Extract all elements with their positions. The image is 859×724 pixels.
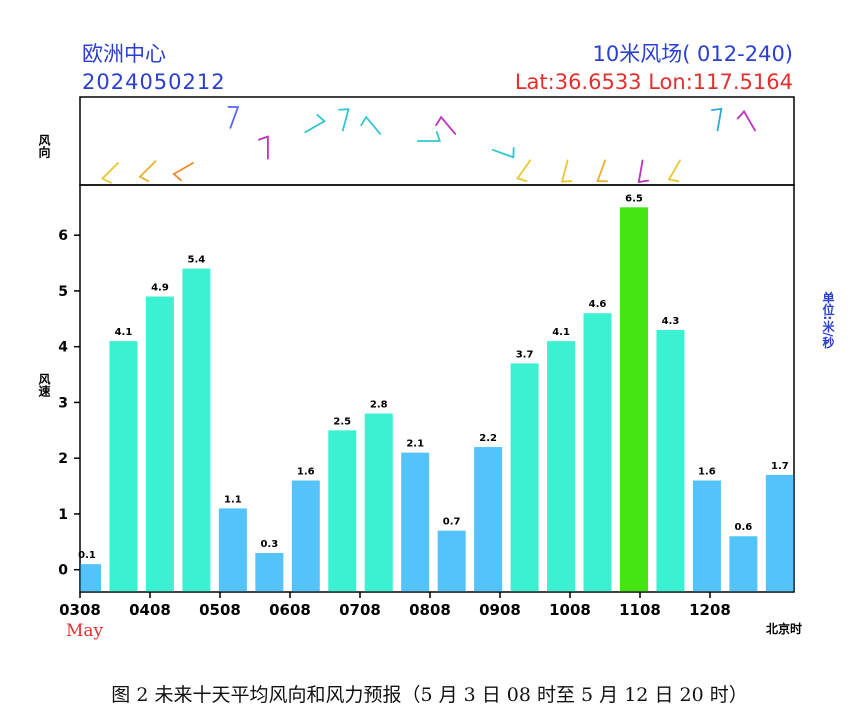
wind-barb — [360, 115, 382, 135]
bar-value-label: 0.7 — [443, 517, 461, 528]
figure-caption: 图 2 未来十天平均风向和风力预报（5 月 3 日 08 时至 5 月 12 日… — [111, 684, 748, 706]
bar-value-label: 4.3 — [662, 316, 680, 327]
y-tick-label: 1 — [58, 507, 68, 523]
model-title: 欧洲中心 — [82, 42, 166, 66]
wind-barb — [172, 162, 194, 182]
bar — [291, 480, 320, 592]
bar — [109, 341, 138, 592]
bar-value-label: 2.8 — [370, 400, 388, 411]
bar-value-label: 4.1 — [115, 327, 133, 338]
bar — [437, 530, 466, 592]
bar-value-label: 4.6 — [589, 299, 607, 310]
bar-value-label: 1.1 — [224, 494, 242, 505]
bar — [255, 552, 284, 592]
bar-value-label: 2.1 — [406, 439, 424, 450]
bar-value-label: 1.6 — [698, 466, 716, 477]
wind-barb — [435, 115, 457, 135]
wind-barbs — [100, 105, 756, 184]
bar-value-label: 3.7 — [516, 349, 534, 360]
month-label: May — [66, 621, 104, 641]
x-tick-label: 0508 — [199, 601, 241, 619]
bar — [364, 413, 393, 592]
x-tick-label: 1208 — [689, 601, 731, 619]
plot-frame — [79, 184, 795, 593]
bar — [218, 508, 247, 592]
unit-label: 单位:米/秒 — [821, 290, 835, 349]
bar-value-label: 6.5 — [625, 193, 643, 204]
y-tick-label: 2 — [58, 451, 68, 467]
bar — [729, 536, 758, 592]
bar — [401, 452, 430, 592]
bar-value-label: 1.6 — [297, 466, 315, 477]
bar — [182, 268, 211, 592]
bar-value-label: 1.7 — [771, 461, 789, 472]
x-tick-label: 1008 — [549, 601, 591, 619]
field-title: 10米风场( 012-240) — [592, 42, 793, 66]
x-tick-label: 0408 — [129, 601, 171, 619]
bar-value-label: 5.4 — [188, 255, 206, 266]
bar — [80, 564, 101, 592]
bar-value-label: 0.3 — [260, 539, 278, 550]
wind-speed-axis-label: 风速 — [37, 373, 51, 398]
bar — [692, 480, 721, 592]
y-tick-label: 4 — [58, 340, 68, 356]
wind-barb — [667, 159, 681, 183]
bar — [547, 341, 576, 592]
x-tick-label: 0908 — [479, 601, 521, 619]
x-tick-label: 0308 — [59, 601, 101, 619]
y-tick-label: 6 — [58, 228, 68, 244]
wind-barb — [338, 108, 350, 132]
wind-chart: 0.1 4.1 4.9 5.4 1.1 0.3 1.6 2.5 2.8 2.1 0.7 2.2 3.7 4… — [37, 96, 835, 641]
wind-barb — [516, 159, 532, 182]
y-axis: 0 1 2 3 4 5 6 — [58, 228, 80, 579]
bar-value-label: 2.5 — [333, 416, 351, 427]
bar-value-label: 0.1 — [78, 550, 96, 561]
bar — [474, 447, 503, 592]
wind-barb — [138, 160, 157, 182]
bar-value-label: 4.1 — [552, 327, 570, 338]
wind-barb — [416, 131, 442, 142]
y-tick-label: 3 — [58, 395, 68, 411]
x-tick-label: 0608 — [269, 601, 311, 619]
wind-barb — [596, 159, 608, 183]
bar-value-label: 0.6 — [735, 522, 753, 533]
bar — [619, 207, 648, 592]
wind-barb — [257, 135, 269, 160]
wind-barb — [711, 107, 723, 132]
issue-time: 2024050212 — [82, 70, 226, 94]
bar — [656, 329, 685, 592]
bar — [510, 363, 539, 592]
time-zone-label: 北京时 — [766, 621, 802, 636]
bar-value-label: 2.2 — [479, 433, 497, 444]
location-coords: Lat:36.6533 Lon:117.5164 — [514, 70, 793, 94]
x-axis: 0308 0408 0508 0608 0708 0808 0908 1008 1108 1208 — [59, 592, 731, 619]
bar — [583, 313, 612, 592]
bar — [328, 430, 357, 592]
y-tick-label: 5 — [58, 284, 68, 300]
wind-barb — [736, 109, 756, 132]
y-tick-label: 0 — [58, 563, 68, 579]
wind-barb — [491, 146, 515, 159]
bar-series: 0.1 4.1 4.9 5.4 1.1 0.3 1.6 2.5 2.8 2.1 0.7 2.2 3.7 4… — [78, 193, 794, 592]
bar — [765, 474, 794, 592]
wind-barb — [227, 105, 240, 129]
wind-barb — [560, 159, 573, 183]
x-tick-label: 0808 — [409, 601, 451, 619]
x-tick-label: 1108 — [619, 601, 661, 619]
wind-direction-axis-label: 风向 — [37, 134, 51, 159]
wind-barb — [637, 159, 650, 184]
wind-barb — [304, 114, 326, 134]
x-tick-label: 0708 — [339, 601, 381, 619]
wind-barb — [100, 162, 119, 184]
bar-value-label: 4.9 — [151, 283, 169, 294]
bar — [145, 296, 174, 592]
